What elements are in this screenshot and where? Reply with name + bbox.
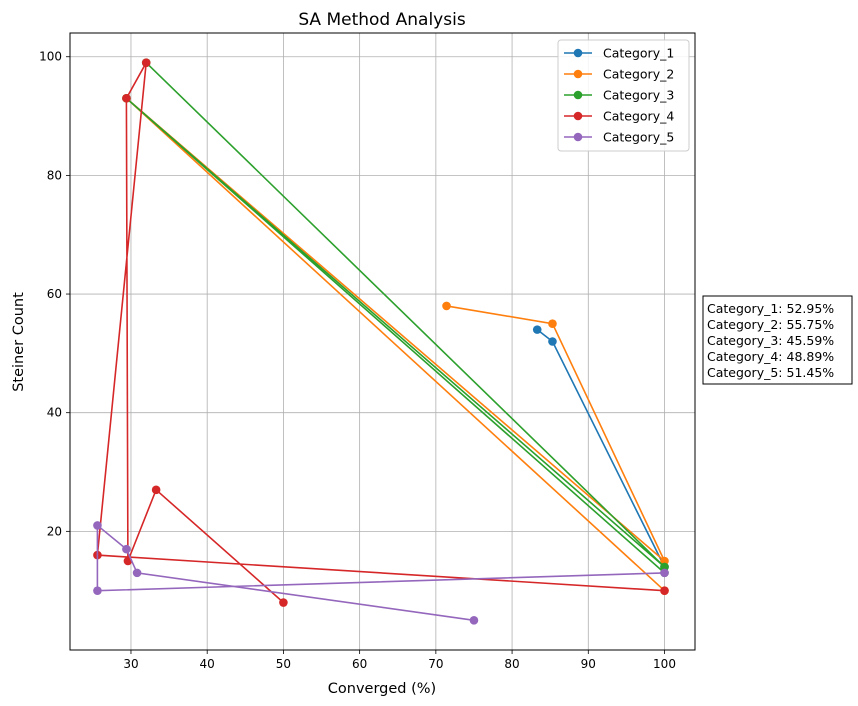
legend-marker [573,69,583,79]
data-point [122,93,131,103]
legend-marker [573,111,583,121]
y-tick-label: 40 [47,406,62,420]
data-point [279,598,288,607]
annotation-line: Category_5: 51.45% [707,365,834,380]
data-point [660,562,669,572]
x-tick-label: 60 [352,657,367,671]
data-point [122,544,131,554]
x-tick-label: 100 [653,657,676,671]
data-point [442,301,451,311]
data-point [548,319,557,329]
stats-annotation: Category_1: 52.95%Category_2: 55.75%Cate… [702,295,853,385]
data-point [548,337,557,346]
chart-title: SA Method Analysis [298,10,465,30]
legend-item: Category_1 [564,46,674,61]
data-point [660,586,669,595]
y-tick-label: 100 [39,50,62,64]
data-point [141,58,151,67]
annotation-line: Category_4: 48.89% [707,349,834,364]
data-point [93,521,102,530]
y-tick-label: 20 [47,524,62,538]
series-category-1 [532,325,669,572]
data-point [132,568,142,578]
x-tick-label: 80 [504,657,519,671]
y-axis-title: Steiner Count [11,292,27,392]
legend-item: Category_2 [564,67,674,82]
x-tick-label: 70 [428,657,443,671]
legend-label: Category_5 [603,130,674,145]
data-point [469,616,479,625]
legend-label: Category_3 [603,88,674,103]
legend-item: Category_3 [564,88,674,103]
legend: Category_1 Category_2 Category_3 Category_4… [557,39,690,152]
x-axis-title: Converged (%) [328,681,436,697]
data-point [532,325,542,334]
legend-label: Category_1 [603,46,674,61]
legend-marker [573,132,583,142]
legend-label: Category_4 [603,109,674,124]
legend-item: Category_5 [564,130,674,145]
data-point [660,556,669,566]
series-line [96,523,665,622]
y-tick-label: 60 [47,287,62,301]
y-tick-label: 80 [47,168,62,182]
legend-item: Category_4 [564,109,674,124]
x-tick-label: 40 [200,657,215,671]
data-point [151,485,161,495]
annotation-line: Category_3: 45.59% [707,333,834,348]
series-line [125,62,666,574]
series-layer [93,58,669,625]
series-category-5 [93,521,669,625]
legend-box [557,39,690,152]
ticks: 30 40 50 60 70 80 90 100 20 40 60 80 100 [39,50,676,671]
x-tick-label: 50 [276,657,291,671]
legend-label: Category_2 [603,67,674,82]
legend-marker [573,90,583,100]
annotation-box [702,295,853,385]
data-point [93,586,102,595]
legend-marker [573,48,583,58]
x-tick-label: 30 [123,657,138,671]
x-tick-label: 90 [581,657,596,671]
series-category-2 [122,93,669,595]
data-point [660,568,669,578]
annotation-line: Category_1: 52.95% [707,301,834,316]
plot-frame [69,32,696,651]
annotation-line: Category_2: 55.75% [707,317,834,332]
